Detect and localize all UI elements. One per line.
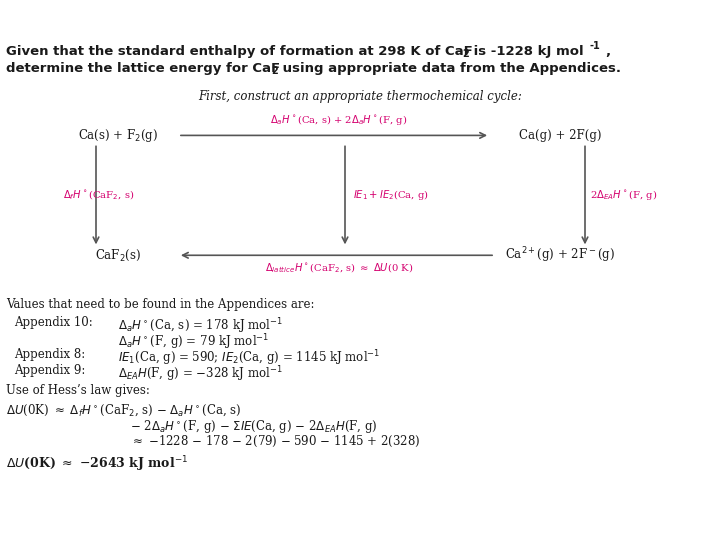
Text: 2: 2 [271, 66, 278, 77]
Text: 2: 2 [462, 50, 469, 59]
Text: is -1228 kJ mol: is -1228 kJ mol [469, 45, 584, 58]
Text: $\Delta_a H^\circ$(Ca, s) = 178 kJ mol$^{-1}$: $\Delta_a H^\circ$(Ca, s) = 178 kJ mol$^… [118, 316, 283, 336]
Text: $\approx$ $-$1228 $-$ 178 $-$ 2(79) $-$ 590 $-$ 1145 + 2(328): $\approx$ $-$1228 $-$ 178 $-$ 2(79) $-$ … [130, 434, 420, 449]
Text: $\Delta_{lattice}H^\circ$(CaF$_2$, s) $\approx$ $\Delta U$(0 K): $\Delta_{lattice}H^\circ$(CaF$_2$, s) $\… [265, 261, 413, 275]
Text: Values that need to be found in the Appendices are:: Values that need to be found in the Appe… [6, 298, 315, 311]
Text: $-$ 2$\Delta_a H^\circ$(F, g) $-$ $\Sigma IE$(Ca, g) $-$ 2$\Delta_{EA}H$(F, g): $-$ 2$\Delta_a H^\circ$(F, g) $-$ $\Sigm… [130, 418, 377, 435]
Text: 2$\Delta_{EA}H^\circ$(F, g): 2$\Delta_{EA}H^\circ$(F, g) [590, 188, 657, 202]
Text: Ca$^{2+}$(g) + 2F$^-$(g): Ca$^{2+}$(g) + 2F$^-$(g) [505, 246, 615, 265]
Text: Appendix 9:: Appendix 9: [14, 364, 86, 377]
Text: using appropriate data from the Appendices.: using appropriate data from the Appendic… [278, 63, 621, 76]
Text: $\Delta_f H^\circ$(CaF$_2$, s): $\Delta_f H^\circ$(CaF$_2$, s) [63, 188, 135, 202]
Text: First, construct an appropriate thermochemical cycle:: First, construct an appropriate thermoch… [198, 90, 522, 104]
Text: $\Delta_a H^\circ$(F, g) = 79 kJ mol$^{-1}$: $\Delta_a H^\circ$(F, g) = 79 kJ mol$^{-… [118, 332, 269, 352]
Text: $IE_1 + IE_2$(Ca, g): $IE_1 + IE_2$(Ca, g) [353, 188, 429, 202]
Text: CaF$_2$(s): CaF$_2$(s) [95, 248, 141, 263]
Text: Use of Hess’s law gives:: Use of Hess’s law gives: [6, 384, 150, 397]
Text: $\Delta_a H^\circ$(Ca, s) + 2$\Delta_a H^\circ$(F, g): $\Delta_a H^\circ$(Ca, s) + 2$\Delta_a H… [271, 113, 408, 127]
Text: determine the lattice energy for CaF: determine the lattice energy for CaF [6, 63, 280, 76]
Text: Ca(s) + F$_2$(g): Ca(s) + F$_2$(g) [78, 127, 158, 144]
Text: $\Delta_{EA}H$(F, g) = $-$328 kJ mol$^{-1}$: $\Delta_{EA}H$(F, g) = $-$328 kJ mol$^{-… [118, 364, 283, 384]
Text: -1: -1 [590, 42, 600, 51]
Text: Worked example 6. 6 Application of the Born-Haber cycle: Worked example 6. 6 Application of the B… [6, 11, 568, 29]
Text: $\Delta U$(0K) $\approx$ $-$2643 kJ mol$^{-1}$: $\Delta U$(0K) $\approx$ $-$2643 kJ mol$… [6, 454, 188, 474]
Text: Appendix 10:: Appendix 10: [14, 316, 93, 329]
Text: ,: , [605, 45, 610, 58]
Text: $IE_1$(Ca, g) = 590; $IE_2$(Ca, g) = 1145 kJ mol$^{-1}$: $IE_1$(Ca, g) = 590; $IE_2$(Ca, g) = 114… [118, 348, 380, 368]
Text: Ca(g) + 2F(g): Ca(g) + 2F(g) [518, 129, 601, 142]
Text: $\Delta U$(0K) $\approx$ $\Delta_f H^\circ$(CaF$_2$, s) $-$ $\Delta_a H^\circ$(C: $\Delta U$(0K) $\approx$ $\Delta_f H^\ci… [6, 402, 241, 417]
Text: Given that the standard enthalpy of formation at 298 K of CaF: Given that the standard enthalpy of form… [6, 45, 473, 58]
Text: Appendix 8:: Appendix 8: [14, 348, 85, 361]
